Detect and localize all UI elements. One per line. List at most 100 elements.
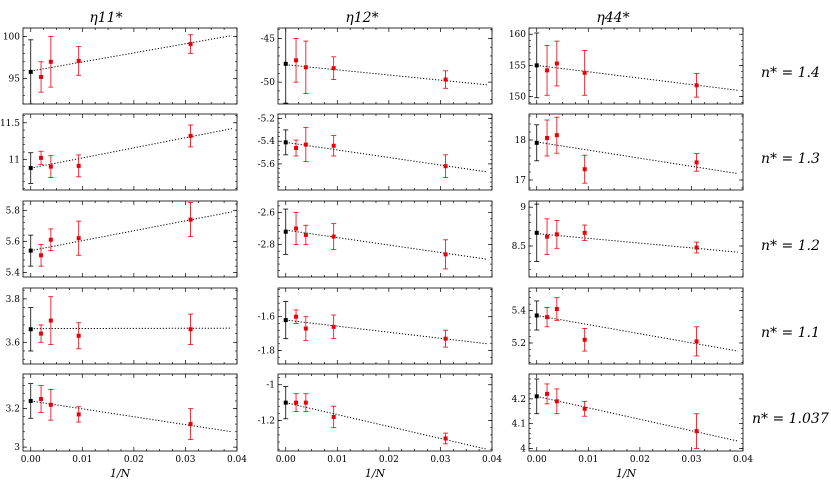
x-tick-label: 0.01 [327, 455, 347, 465]
y-tick-label: 17 [515, 176, 527, 186]
y-tick-label: 8.5 [512, 242, 527, 252]
y-tick-label: -5.4 [258, 137, 276, 147]
panel-r3-c2: -2.6 -2.8 [258, 200, 493, 278]
extrapolated-point-marker [534, 140, 539, 145]
y-tick-label: 100 [3, 32, 20, 42]
y-tick-label: -5.2 [258, 115, 275, 125]
y-tick-label: 11 [9, 155, 20, 165]
data-point-marker [443, 164, 448, 169]
panel-frame [528, 200, 744, 278]
data-point-marker [331, 143, 336, 148]
plot-area [534, 297, 738, 357]
column-title-eta12: η12* [345, 10, 378, 26]
x-tick-label: 0.01 [578, 455, 598, 465]
extrapolated-point-marker [283, 61, 288, 66]
fit-line [536, 141, 738, 175]
x-tick-label: 0.03 [175, 455, 195, 465]
y-tick-label: 5.2 [512, 339, 526, 349]
panel-frame [277, 373, 493, 452]
data-point-marker [582, 230, 587, 235]
extrapolated-point-marker [28, 166, 33, 171]
extrapolated-point-marker [534, 394, 539, 399]
y-tick-label: 95 [9, 75, 21, 85]
data-point-marker [545, 234, 550, 239]
plot-area [28, 202, 232, 267]
data-point-marker [582, 70, 587, 75]
data-point-marker [694, 429, 699, 434]
panel-r2-c2: -5.2 -5.4 -5.6 [258, 113, 493, 191]
plot-area [283, 208, 487, 270]
extrapolated-point-marker [534, 230, 539, 235]
extrapolated-point-marker [534, 63, 539, 68]
panel-r5-c3: 0.00 0.01 0.02 0.03 0.04 4 4.1 4.2 [512, 373, 753, 465]
data-point-marker [39, 253, 44, 258]
panel-r4-c3: 5.2 5.4 [512, 287, 744, 365]
y-tick-label: 150 [509, 93, 526, 103]
x-axis-labels: 1/N 1/N 1/N [110, 467, 637, 480]
panel-r3-c1: 5.4 5.6 5.8 [6, 200, 238, 278]
data-point-marker [48, 164, 53, 169]
data-point-marker [76, 412, 81, 417]
plot-area [28, 296, 232, 352]
fit-line [285, 229, 487, 260]
extrapolated-point-marker [534, 313, 539, 318]
extrapolated-point-marker [283, 318, 288, 323]
fit-line [285, 402, 487, 450]
panel-frame [528, 287, 744, 365]
extrapolated-point-marker [28, 327, 33, 332]
panel-r2-c1: 11 11.5 [0, 113, 238, 191]
y-tick-label: -1.6 [258, 313, 276, 323]
panel-frame [528, 373, 744, 452]
data-point-marker [294, 314, 299, 319]
data-point-marker [443, 436, 448, 441]
fit-line [30, 211, 232, 252]
data-point-marker [582, 337, 587, 342]
fit-line [536, 395, 738, 442]
x-tick-label: 0.04 [733, 455, 753, 465]
y-tick-label: 9 [520, 203, 526, 213]
data-point-marker [294, 226, 299, 231]
data-point-marker [331, 66, 336, 71]
data-point-marker [48, 59, 53, 64]
panel-frame [528, 27, 744, 105]
y-tick-label: -45 [261, 34, 276, 44]
panel-frame [22, 287, 238, 365]
data-point-marker [48, 402, 53, 407]
y-tick-label: -1.8 [258, 346, 276, 356]
panel-frame [277, 27, 493, 105]
y-tick-label: -2.6 [258, 208, 276, 218]
panel-frame [22, 200, 238, 278]
data-point-marker [554, 61, 559, 66]
x-tick-label: 0.00 [276, 455, 296, 465]
y-tick-label: 3.2 [6, 405, 20, 415]
data-point-marker [294, 58, 299, 63]
panel-frame [528, 113, 744, 191]
x-tick-label: 0.01 [72, 455, 92, 465]
data-point-marker [48, 318, 53, 323]
extrapolated-point-marker [283, 400, 288, 405]
y-tick-label: 155 [509, 61, 526, 71]
y-tick-label: 4 [520, 445, 526, 455]
fit-line [536, 64, 738, 91]
data-point-marker [39, 397, 44, 402]
panel-r5-c2: 0.00 0.01 0.02 0.03 0.04 -1 -1.2 [258, 373, 502, 465]
plot-area [28, 34, 232, 104]
panel-r1-c3: 150 155 160 [509, 27, 744, 105]
fit-line [285, 141, 487, 173]
plot-area [283, 127, 487, 178]
y-tick-label: 4.2 [512, 395, 526, 405]
data-point-marker [39, 331, 44, 336]
data-point-marker [582, 167, 587, 172]
data-point-marker [331, 324, 336, 329]
row-label-n1.037: n* = 1.037 [752, 411, 829, 427]
extrapolated-point-marker [28, 69, 33, 74]
plot-area [283, 28, 487, 104]
data-point-marker [48, 237, 53, 242]
data-point-marker [694, 339, 699, 344]
x-tick-label: 0.02 [630, 455, 650, 465]
panel-r1-c1: 95 100 [3, 27, 238, 105]
y-tick-label: 5.8 [6, 206, 21, 216]
x-label-col1: 1/N [110, 467, 131, 480]
plot-area [534, 203, 738, 262]
